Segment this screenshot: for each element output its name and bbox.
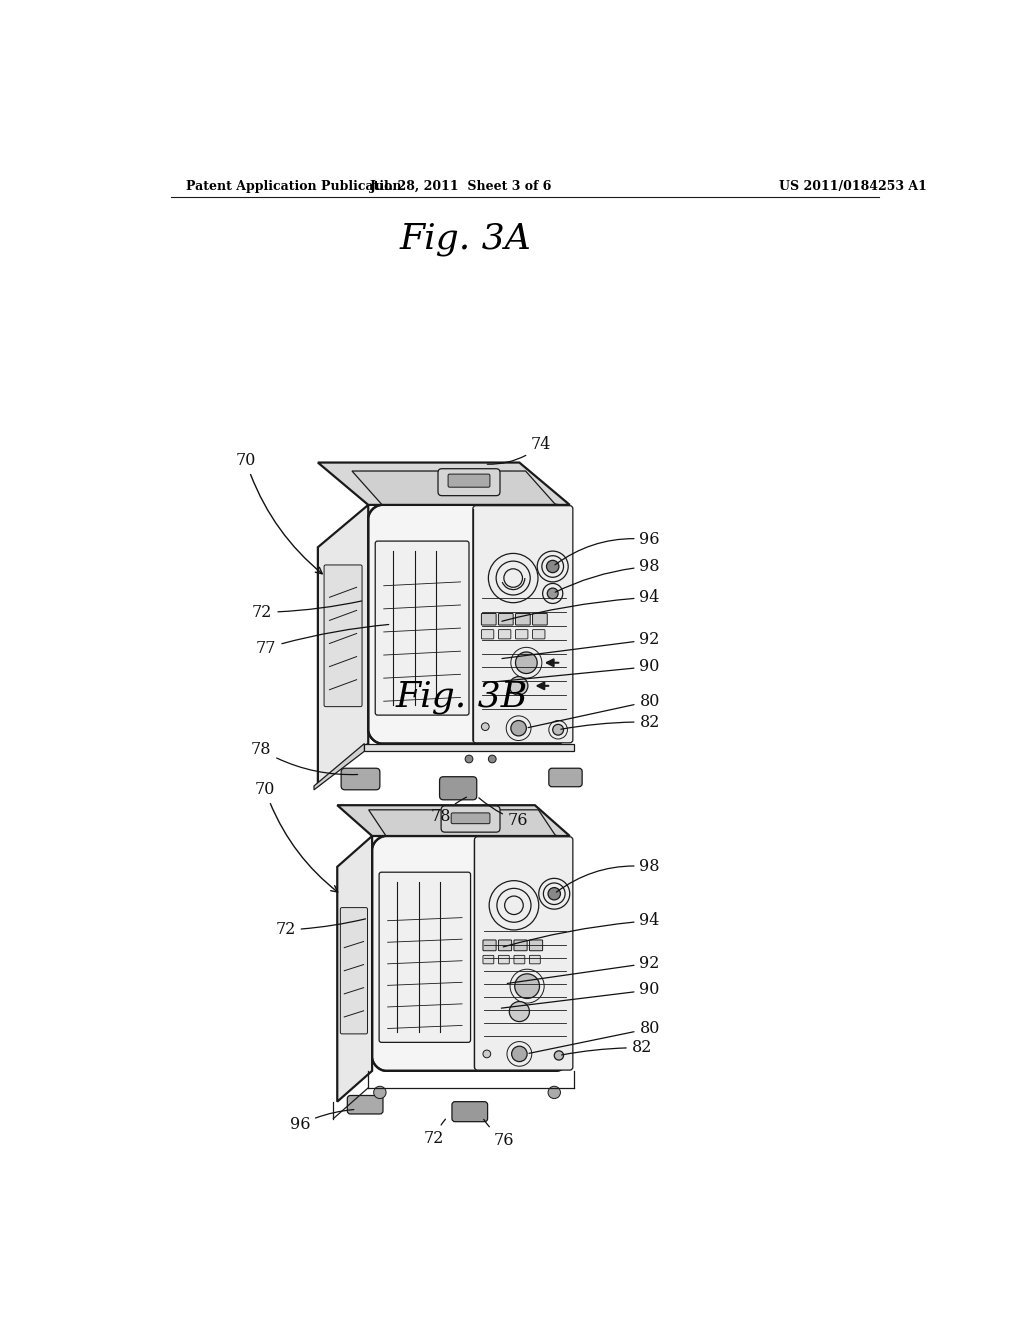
- FancyBboxPatch shape: [499, 956, 509, 964]
- Text: 78: 78: [430, 797, 467, 825]
- Circle shape: [515, 652, 538, 673]
- FancyBboxPatch shape: [439, 776, 477, 800]
- Circle shape: [553, 725, 563, 735]
- FancyBboxPatch shape: [324, 565, 362, 706]
- Text: 70: 70: [236, 453, 323, 574]
- FancyBboxPatch shape: [529, 956, 541, 964]
- Text: 72: 72: [252, 601, 361, 620]
- Circle shape: [481, 723, 489, 730]
- Circle shape: [554, 1051, 563, 1060]
- Text: US 2011/0184253 A1: US 2011/0184253 A1: [779, 181, 927, 194]
- Text: 94: 94: [502, 589, 659, 622]
- Text: 76: 76: [483, 1119, 514, 1148]
- Text: 98: 98: [556, 858, 660, 892]
- Polygon shape: [317, 462, 569, 506]
- Text: 80: 80: [528, 693, 659, 727]
- FancyBboxPatch shape: [483, 956, 494, 964]
- PathPatch shape: [372, 836, 569, 1071]
- FancyBboxPatch shape: [499, 940, 512, 950]
- Circle shape: [512, 1047, 527, 1061]
- Text: 72: 72: [275, 919, 366, 939]
- FancyBboxPatch shape: [532, 630, 545, 639]
- Polygon shape: [352, 471, 556, 506]
- Polygon shape: [314, 743, 365, 789]
- Text: 98: 98: [555, 558, 660, 593]
- FancyBboxPatch shape: [340, 908, 368, 1034]
- FancyBboxPatch shape: [347, 1096, 383, 1114]
- FancyBboxPatch shape: [549, 768, 583, 787]
- FancyBboxPatch shape: [452, 1102, 487, 1122]
- FancyBboxPatch shape: [499, 614, 513, 626]
- Text: 77: 77: [256, 624, 389, 656]
- Circle shape: [548, 1086, 560, 1098]
- Text: 80: 80: [529, 1020, 659, 1053]
- FancyBboxPatch shape: [375, 541, 469, 715]
- Text: 90: 90: [502, 982, 659, 1008]
- Circle shape: [515, 974, 540, 998]
- Text: 78: 78: [251, 742, 357, 775]
- FancyBboxPatch shape: [483, 940, 496, 950]
- Circle shape: [511, 721, 526, 737]
- Text: 82: 82: [561, 1039, 652, 1056]
- FancyBboxPatch shape: [481, 614, 496, 626]
- Polygon shape: [365, 743, 573, 751]
- Circle shape: [374, 1086, 386, 1098]
- Text: 72: 72: [424, 1119, 445, 1147]
- FancyBboxPatch shape: [515, 614, 530, 626]
- Text: Patent Application Publication: Patent Application Publication: [186, 181, 401, 194]
- FancyBboxPatch shape: [532, 614, 547, 626]
- FancyBboxPatch shape: [514, 956, 524, 964]
- Polygon shape: [317, 506, 369, 785]
- Circle shape: [488, 755, 496, 763]
- Circle shape: [547, 589, 558, 599]
- FancyBboxPatch shape: [515, 630, 528, 639]
- FancyBboxPatch shape: [379, 873, 471, 1043]
- Circle shape: [509, 677, 528, 696]
- Circle shape: [509, 1002, 529, 1022]
- Text: 74: 74: [487, 437, 551, 465]
- Text: 76: 76: [479, 797, 528, 829]
- Text: 96: 96: [555, 531, 660, 565]
- Polygon shape: [337, 805, 569, 836]
- FancyBboxPatch shape: [481, 630, 494, 639]
- Text: 96: 96: [290, 1110, 354, 1134]
- FancyBboxPatch shape: [438, 469, 500, 496]
- Text: 92: 92: [507, 954, 659, 983]
- Text: 70: 70: [255, 781, 338, 892]
- Text: 92: 92: [502, 631, 659, 659]
- Circle shape: [547, 560, 559, 573]
- Text: Fig. 3B: Fig. 3B: [395, 680, 527, 714]
- PathPatch shape: [369, 506, 569, 743]
- FancyBboxPatch shape: [514, 940, 527, 950]
- FancyBboxPatch shape: [441, 807, 500, 832]
- PathPatch shape: [369, 506, 569, 743]
- FancyBboxPatch shape: [341, 768, 380, 789]
- Text: 90: 90: [496, 659, 659, 681]
- Text: 82: 82: [561, 714, 659, 730]
- FancyBboxPatch shape: [473, 506, 572, 743]
- FancyBboxPatch shape: [529, 940, 543, 950]
- Text: 94: 94: [503, 912, 659, 946]
- Circle shape: [465, 755, 473, 763]
- Text: Fig. 3A: Fig. 3A: [399, 222, 531, 256]
- Circle shape: [483, 1051, 490, 1057]
- FancyBboxPatch shape: [499, 630, 511, 639]
- FancyBboxPatch shape: [474, 837, 572, 1071]
- Circle shape: [548, 887, 560, 900]
- Polygon shape: [337, 836, 372, 1102]
- Text: Jul. 28, 2011  Sheet 3 of 6: Jul. 28, 2011 Sheet 3 of 6: [370, 181, 552, 194]
- Polygon shape: [369, 810, 556, 836]
- FancyBboxPatch shape: [449, 474, 489, 487]
- FancyBboxPatch shape: [452, 813, 489, 824]
